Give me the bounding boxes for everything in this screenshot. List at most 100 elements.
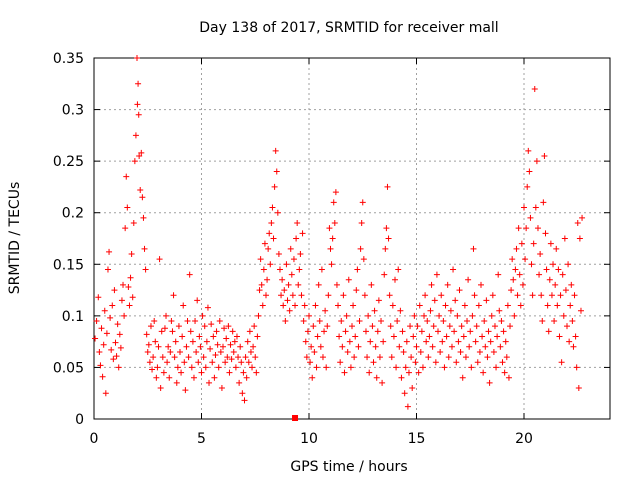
data-point	[519, 281, 526, 288]
data-point	[247, 348, 254, 355]
data-point	[404, 403, 411, 410]
data-point	[240, 369, 247, 376]
data-point	[109, 302, 116, 309]
data-point	[143, 331, 150, 338]
data-point	[135, 111, 142, 118]
data-point	[524, 183, 531, 190]
data-point	[311, 348, 318, 355]
data-point	[440, 318, 447, 325]
data-point	[528, 261, 535, 268]
data-point	[552, 281, 559, 288]
data-point	[456, 287, 463, 294]
data-point	[102, 390, 109, 397]
data-point	[306, 312, 312, 319]
data-point	[300, 318, 307, 325]
y-tick-label: 0.05	[53, 360, 84, 376]
data-point	[396, 343, 403, 350]
data-point	[99, 373, 106, 380]
data-point	[491, 323, 498, 330]
data-point	[424, 318, 431, 325]
data-point	[289, 292, 296, 299]
data-point	[490, 348, 497, 355]
data-point	[493, 364, 500, 371]
data-point	[554, 302, 561, 309]
data-point	[466, 343, 473, 350]
data-point	[196, 333, 203, 340]
data-point	[323, 364, 330, 371]
data-point	[494, 333, 501, 340]
data-point	[337, 359, 344, 366]
data-point	[201, 323, 208, 330]
data-point	[508, 287, 515, 294]
data-point	[231, 338, 238, 345]
data-point	[501, 369, 508, 376]
data-point	[268, 220, 275, 227]
data-point	[470, 245, 477, 252]
data-point	[446, 323, 453, 330]
data-point	[243, 374, 250, 381]
data-point	[314, 333, 321, 340]
data-point	[296, 266, 303, 273]
data-point	[238, 359, 245, 366]
data-point	[431, 297, 438, 304]
data-point	[168, 318, 175, 325]
data-point	[443, 333, 450, 340]
data-point	[241, 397, 248, 404]
data-point	[187, 328, 194, 335]
data-point	[450, 266, 457, 273]
data-point	[246, 328, 253, 335]
data-point	[309, 374, 316, 381]
data-point	[297, 250, 304, 257]
data-point	[390, 333, 397, 340]
data-point	[279, 276, 286, 283]
data-point	[579, 214, 586, 221]
data-point	[505, 374, 512, 381]
data-point	[261, 240, 268, 247]
data-point	[573, 364, 580, 371]
data-point	[566, 338, 573, 345]
data-point	[100, 341, 107, 348]
data-point	[484, 354, 491, 361]
data-point	[264, 276, 271, 283]
data-point	[387, 323, 394, 330]
data-point	[256, 287, 263, 294]
data-point	[341, 369, 348, 376]
data-point	[318, 266, 325, 273]
data-point	[138, 149, 145, 156]
data-point	[93, 318, 100, 325]
data-point	[367, 338, 374, 345]
data-point	[416, 302, 423, 309]
data-point	[313, 364, 320, 371]
data-point	[210, 333, 217, 340]
data-point	[96, 348, 103, 355]
data-point	[378, 318, 385, 325]
data-point	[315, 281, 322, 288]
y-tick-label: 0.2	[62, 206, 84, 222]
data-point	[388, 354, 395, 361]
data-point	[328, 261, 335, 268]
data-point	[487, 338, 494, 345]
data-point	[384, 183, 391, 190]
data-point	[229, 328, 236, 335]
data-point	[538, 292, 545, 299]
data-point	[283, 261, 290, 268]
data-point	[495, 271, 502, 278]
data-point	[161, 325, 168, 332]
data-point	[537, 250, 544, 257]
data-point	[198, 369, 205, 376]
data-point	[307, 359, 314, 366]
data-point	[462, 354, 469, 361]
y-tick-label: 0	[75, 412, 84, 428]
data-point	[515, 225, 522, 232]
data-point	[141, 245, 148, 252]
data-point	[568, 281, 575, 288]
data-point	[317, 343, 324, 350]
y-axis-label: SRMTID / TECUs	[7, 182, 23, 295]
data-point	[170, 292, 177, 299]
data-point	[159, 354, 166, 361]
data-point	[155, 343, 162, 350]
data-point	[258, 281, 265, 288]
data-point	[195, 359, 202, 366]
data-point	[197, 343, 204, 350]
data-point	[182, 387, 189, 394]
